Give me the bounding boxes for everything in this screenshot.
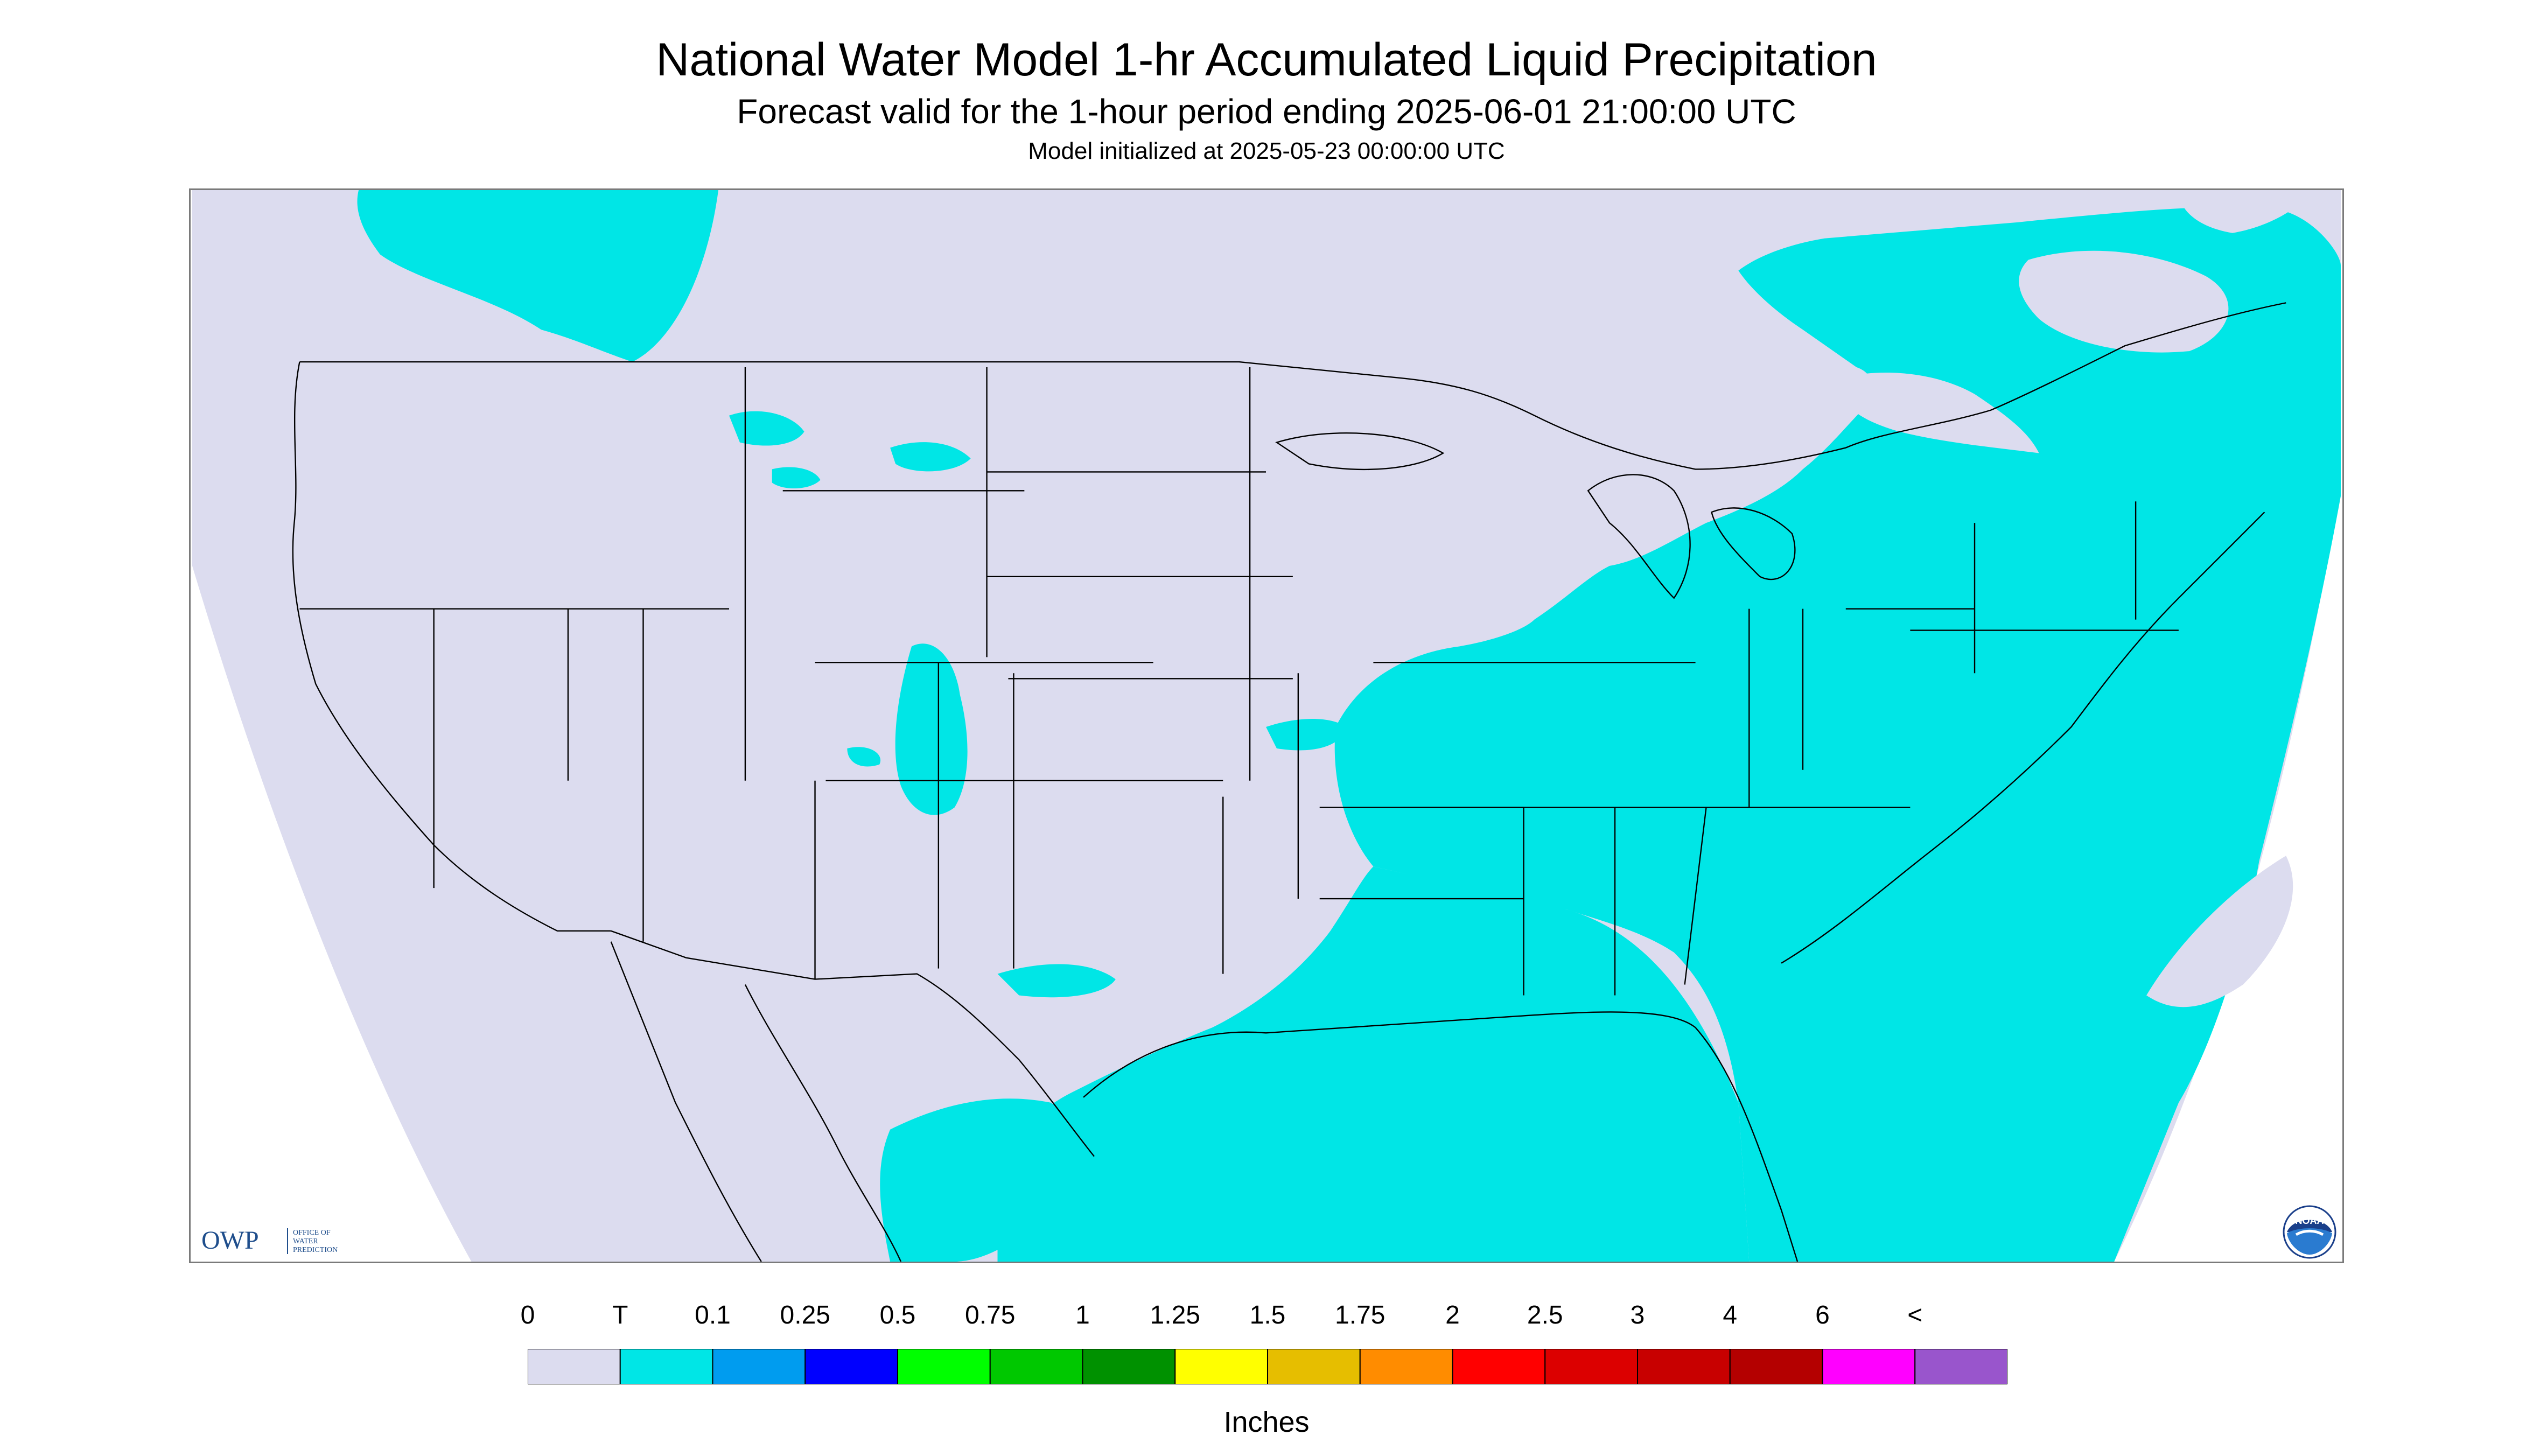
dry-area-atlantic	[2146, 856, 2293, 1007]
dry-area-ontario	[1839, 372, 2039, 453]
legend-swatch	[1637, 1349, 1731, 1384]
legend-tick-label: 1.75	[1335, 1301, 1386, 1329]
legend-units: Inches	[1223, 1406, 1310, 1438]
precip-area-tx-mx	[880, 1098, 1069, 1262]
political-boundaries	[292, 302, 2286, 1262]
legend-swatch	[712, 1349, 806, 1384]
atlantic-coast	[1781, 512, 2265, 964]
legend-tick-label: 0.75	[965, 1301, 1016, 1329]
mexico-west-coast	[744, 984, 902, 1262]
precip-area-east	[1334, 207, 2341, 1262]
dry-areas	[1839, 190, 2313, 1007]
precip-area-nebraska-iowa	[1266, 719, 1347, 751]
legend-tick-label: 1	[1075, 1301, 1090, 1329]
legend-swatch	[1914, 1349, 2007, 1384]
legend-tick-label: 4	[1723, 1301, 1738, 1329]
svg-text:WATER: WATER	[293, 1237, 318, 1245]
precipitation-map: OWP OFFICE OF WATER PREDICTION NOAA	[189, 188, 2344, 1263]
legend-swatch	[1267, 1349, 1361, 1384]
svg-text:PREDICTION: PREDICTION	[293, 1246, 338, 1254]
legend-swatch	[619, 1349, 713, 1384]
legend-tick-label: 6	[1815, 1301, 1830, 1329]
dry-area-labrador	[2178, 190, 2313, 233]
map-title: National Water Model 1-hr Accumulated Li…	[656, 34, 1877, 86]
state-lines-west	[299, 367, 1223, 979]
legend-tick-label: 1.5	[1249, 1301, 1286, 1329]
legend-swatch	[1544, 1349, 1638, 1384]
precip-area-south	[997, 866, 1750, 1262]
legend-swatch	[804, 1349, 898, 1384]
precip-area-pacific-nw	[357, 190, 719, 362]
precipitation-areas	[357, 190, 2341, 1262]
map-subtitle: Forecast valid for the 1-hour period end…	[737, 92, 1796, 131]
legend-swatch	[1174, 1349, 1268, 1384]
legend-tick-label: 0.25	[780, 1301, 830, 1329]
legend-tick-label: 2	[1445, 1301, 1460, 1329]
dry-area-quebec	[2019, 250, 2229, 353]
legend-swatch	[528, 1349, 621, 1384]
legend-swatch	[1822, 1349, 1916, 1384]
pacific-coast	[292, 361, 611, 932]
state-lines-east	[1373, 501, 2179, 996]
owp-logo: OWP OFFICE OF WATER PREDICTION	[201, 1226, 338, 1255]
legend-tick-label: 2.5	[1527, 1301, 1563, 1329]
model-init-time: Model initialized at 2025-05-23 00:00:00…	[1028, 138, 1505, 164]
map-canvas	[192, 190, 2341, 1262]
precip-area-texas	[997, 964, 1116, 998]
legend-swatch	[989, 1349, 1083, 1384]
us-canada-border	[299, 302, 2286, 470]
legend-tick-label: 0.5	[879, 1301, 916, 1329]
owp-mark: OWP	[201, 1226, 259, 1255]
legend-tick-label: 0	[520, 1301, 535, 1329]
svg-text:OFFICE OF: OFFICE OF	[293, 1229, 331, 1237]
legend-swatch	[1082, 1349, 1176, 1384]
legend-tick-label: 3	[1630, 1301, 1645, 1329]
us-mexico-border	[611, 930, 1095, 1157]
legend-swatch	[1729, 1349, 1823, 1384]
legend-color-bar	[528, 1349, 2007, 1384]
noaa-logo-icon: NOAA	[2283, 1205, 2336, 1259]
legend-tick-label: 0.1	[695, 1301, 731, 1329]
legend-swatch	[1359, 1349, 1453, 1384]
baja-coast	[610, 941, 762, 1262]
svg-text:NOAA: NOAA	[2296, 1215, 2324, 1226]
legend-swatch	[1452, 1349, 1546, 1384]
great-lakes	[1275, 432, 1796, 599]
precip-area-montana	[729, 411, 971, 489]
precip-area-colorado	[847, 643, 968, 815]
legend-tick-label: T	[612, 1301, 628, 1329]
legend-swatch	[897, 1349, 991, 1384]
legend-tick-label: 1.25	[1150, 1301, 1200, 1329]
gulf-coast	[1083, 1011, 1799, 1262]
legend-tick-label: <	[1907, 1301, 1923, 1329]
